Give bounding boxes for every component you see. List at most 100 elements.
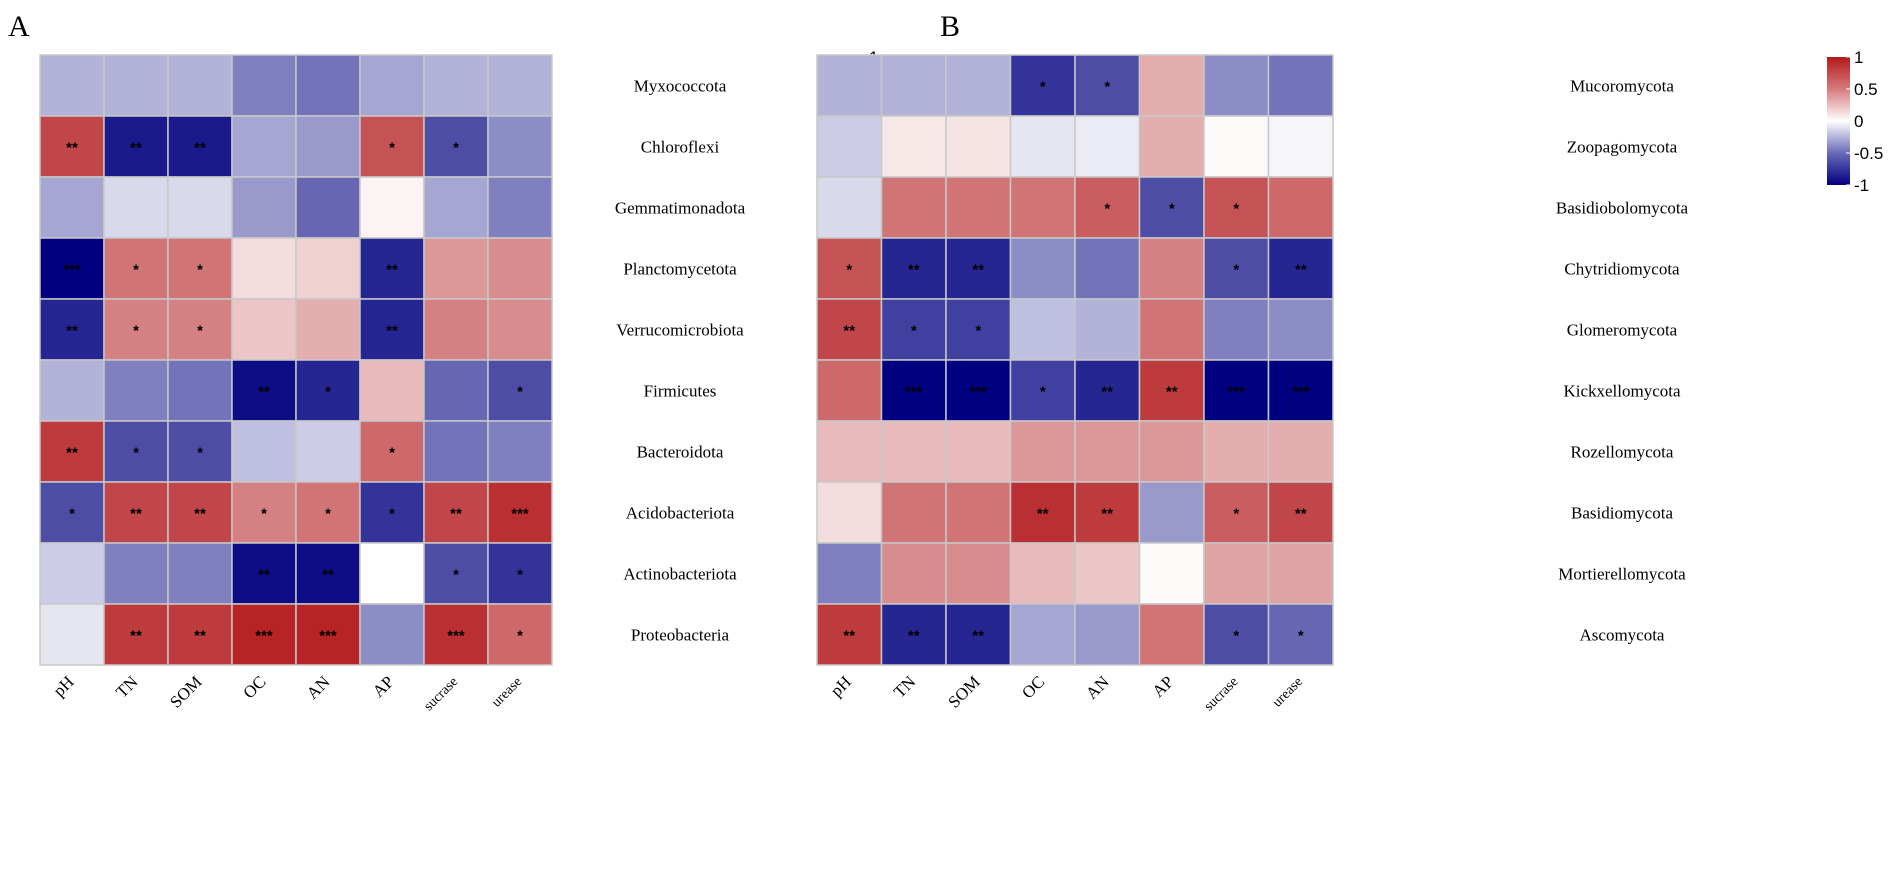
heatmap-b-cell-basidiomycota-tn bbox=[880, 481, 947, 544]
heatmap-a-cell-firmicutes-ap bbox=[359, 359, 425, 422]
heatmap-b-cell-zoopagomycota-an bbox=[1074, 115, 1141, 178]
heatmap-a-sig-acidobacteriota-urease: *** bbox=[511, 506, 529, 523]
heatmap-b-sig-kickxellomycota-ap: ** bbox=[1166, 384, 1178, 401]
heatmap-b-cell-mortierellomycota-som bbox=[945, 542, 1012, 605]
heatmap-a-cell-firmicutes-som bbox=[167, 359, 233, 422]
heatmap-a-cell-myxococcota-an bbox=[295, 54, 361, 117]
heatmap-b-cell-mucoromycota-som bbox=[945, 54, 1012, 117]
heatmap-a-row-label-chloroflexi: Chloroflexi bbox=[641, 138, 720, 157]
heatmap-b-cell-ascomycota-som bbox=[945, 603, 1012, 666]
heatmap-a-col-label-an: AN bbox=[303, 672, 334, 703]
heatmap-a-sig-chloroflexi-som: ** bbox=[194, 140, 206, 157]
heatmap-b-cell-glomeromycota-oc bbox=[1009, 298, 1076, 361]
heatmap-a-cell-gemmatimonadota-oc bbox=[231, 176, 297, 239]
heatmap-a-cell-planctomycetota-ph bbox=[39, 237, 105, 300]
colorbar-b-tick-label: 0 bbox=[1854, 112, 1863, 131]
heatmap-b-cell-basidiobolomycota-oc bbox=[1009, 176, 1076, 239]
heatmap-b-sig-kickxellomycota-sucrase: *** bbox=[1227, 384, 1245, 401]
heatmap-b-cell-mortierellomycota-an bbox=[1074, 542, 1141, 605]
heatmap-b-cell-basidiobolomycota-urease bbox=[1267, 176, 1334, 239]
heatmap-b-cell-rozellomycota-ap bbox=[1138, 420, 1205, 483]
heatmap-b-sig-basidiomycota-an: ** bbox=[1101, 506, 1113, 523]
heatmap-b-sig-basidiobolomycota-sucrase: * bbox=[1233, 201, 1239, 218]
heatmap-a-col-label-ph: pH bbox=[49, 672, 77, 700]
heatmap-b-cell-basidiomycota-ph bbox=[816, 481, 883, 544]
heatmap-a-cell-gemmatimonadota-ap bbox=[359, 176, 425, 239]
heatmap-a-sig-acidobacteriota-sucrase: ** bbox=[450, 506, 462, 523]
heatmap-b-cell-chytridiomycota-sucrase bbox=[1203, 237, 1270, 300]
heatmap-a-cell-gemmatimonadota-sucrase bbox=[423, 176, 489, 239]
heatmap-b-cell-basidiobolomycota-sucrase bbox=[1203, 176, 1270, 239]
heatmap-b-sig-chytridiomycota-tn: ** bbox=[908, 262, 920, 279]
heatmap-a-cell-verrucomicrobiota-oc bbox=[231, 298, 297, 361]
heatmap-b-cell-mortierellomycota-oc bbox=[1009, 542, 1076, 605]
heatmap-a-sig-verrucomicrobiota-ap: ** bbox=[386, 323, 398, 340]
heatmap-b-cell-zoopagomycota-sucrase bbox=[1203, 115, 1270, 178]
heatmap-b-sig-mucoromycota-an: * bbox=[1104, 79, 1110, 96]
heatmap-b-sig-kickxellomycota-an: ** bbox=[1101, 384, 1113, 401]
heatmap-b-row-label-glomeromycota: Glomeromycota bbox=[1567, 321, 1678, 340]
heatmap-a-cell-bacteroidota-an bbox=[295, 420, 361, 483]
heatmap-a-cell-actinobacteriota-sucrase bbox=[423, 542, 489, 605]
heatmap-b-sig-basidiobolomycota-ap: * bbox=[1169, 201, 1175, 218]
heatmap-a-sig-verrucomicrobiota-tn: * bbox=[133, 323, 139, 340]
heatmap-b-cell-chytridiomycota-ph bbox=[816, 237, 883, 300]
heatmap-a-cell-verrucomicrobiota-an bbox=[295, 298, 361, 361]
heatmap-b-cell-chytridiomycota-oc bbox=[1009, 237, 1076, 300]
heatmap-b-row-label-mucoromycota: Mucoromycota bbox=[1570, 77, 1674, 96]
heatmap-b-cell-ascomycota-urease bbox=[1267, 603, 1334, 666]
heatmap-a-sig-actinobacteriota-an: ** bbox=[322, 567, 334, 584]
heatmap-b-sig-chytridiomycota-urease: ** bbox=[1295, 262, 1307, 279]
heatmap-b-cell-mucoromycota-urease bbox=[1267, 54, 1334, 117]
heatmap-a-cell-gemmatimonadota-som bbox=[167, 176, 233, 239]
heatmap-a-sig-firmicutes-oc: ** bbox=[258, 384, 270, 401]
heatmap-a-cell-myxococcota-sucrase bbox=[423, 54, 489, 117]
heatmap-b-sig-mucoromycota-oc: * bbox=[1040, 79, 1046, 96]
heatmap-b-cell-mortierellomycota-tn bbox=[880, 542, 947, 605]
heatmap-a-sig-proteobacteria-urease: * bbox=[517, 628, 523, 645]
heatmap-b-sig-ascomycota-som: ** bbox=[972, 628, 984, 645]
heatmap-b-cell-basidiomycota-som bbox=[945, 481, 1012, 544]
heatmap-b-cell-mucoromycota-sucrase bbox=[1203, 54, 1270, 117]
heatmap-b-cell-chytridiomycota-urease bbox=[1267, 237, 1334, 300]
heatmap-b-sig-kickxellomycota-tn: *** bbox=[905, 384, 923, 401]
heatmap-a-row-label-acidobacteriota: Acidobacteriota bbox=[626, 504, 735, 523]
heatmap-b-cell-chytridiomycota-som bbox=[945, 237, 1012, 300]
panel-b-label: B bbox=[940, 10, 960, 43]
heatmap-a-sig-bacteroidota-tn: * bbox=[133, 445, 139, 462]
heatmap-b-cell-zoopagomycota-ph bbox=[816, 115, 883, 178]
panel-a-label: A bbox=[8, 10, 30, 43]
heatmap-b-cell-ascomycota-ph bbox=[816, 603, 883, 666]
heatmap-a-cell-myxococcota-ap bbox=[359, 54, 425, 117]
heatmap-a-sig-chloroflexi-sucrase: * bbox=[453, 140, 459, 157]
heatmap-a-sig-acidobacteriota-ap: * bbox=[389, 506, 395, 523]
heatmap-a-sig-chloroflexi-ap: * bbox=[389, 140, 395, 157]
heatmap-b-cell-glomeromycota-urease bbox=[1267, 298, 1334, 361]
heatmap-b-cell-mortierellomycota-ph bbox=[816, 542, 883, 605]
heatmap-panel-b: * ** * ** ** ** * **** * **** *** * ** ** *** ***** ** * *… bbox=[816, 48, 1883, 714]
heatmap-b-cell-mortierellomycota-sucrase bbox=[1203, 542, 1270, 605]
heatmap-b-sig-ascomycota-ph: ** bbox=[843, 628, 855, 645]
heatmap-b-cell-rozellomycota-ph bbox=[816, 420, 883, 483]
heatmap-a-cell-myxococcota-som bbox=[167, 54, 233, 117]
heatmap-b-cell-basidiobolomycota-tn bbox=[880, 176, 947, 239]
heatmap-a-cell-firmicutes-ph bbox=[39, 359, 105, 422]
heatmap-b-cell-kickxellomycota-oc bbox=[1009, 359, 1076, 422]
colorbar-b bbox=[1827, 57, 1850, 185]
heatmap-a-col-label-sucrase: sucrase bbox=[421, 674, 461, 714]
colorbar-b-tick-label: 1 bbox=[1854, 48, 1863, 67]
heatmap-a-row-label-verrucomicrobiota: Verrucomicrobiota bbox=[616, 321, 744, 340]
heatmap-b-cell-basidiobolomycota-som bbox=[945, 176, 1012, 239]
heatmap-b-cell-zoopagomycota-ap bbox=[1138, 115, 1205, 178]
heatmap-b-cell-mucoromycota-oc bbox=[1009, 54, 1076, 117]
heatmap-a-sig-acidobacteriota-ph: * bbox=[69, 506, 75, 523]
heatmap-a-cell-chloroflexi-tn bbox=[103, 115, 169, 178]
heatmap-a-sig-acidobacteriota-som: ** bbox=[194, 506, 206, 523]
heatmap-b-sig-basidiomycota-urease: ** bbox=[1295, 506, 1307, 523]
heatmap-a-sig-firmicutes-an: * bbox=[325, 384, 331, 401]
heatmap-b-col-label-ph: pH bbox=[827, 672, 855, 700]
heatmap-b-cell-basidiomycota-sucrase bbox=[1203, 481, 1270, 544]
heatmap-b-sig-chytridiomycota-ph: * bbox=[846, 262, 852, 279]
heatmap-b-cell-zoopagomycota-som bbox=[945, 115, 1012, 178]
heatmap-b-sig-glomeromycota-ph: ** bbox=[843, 323, 855, 340]
